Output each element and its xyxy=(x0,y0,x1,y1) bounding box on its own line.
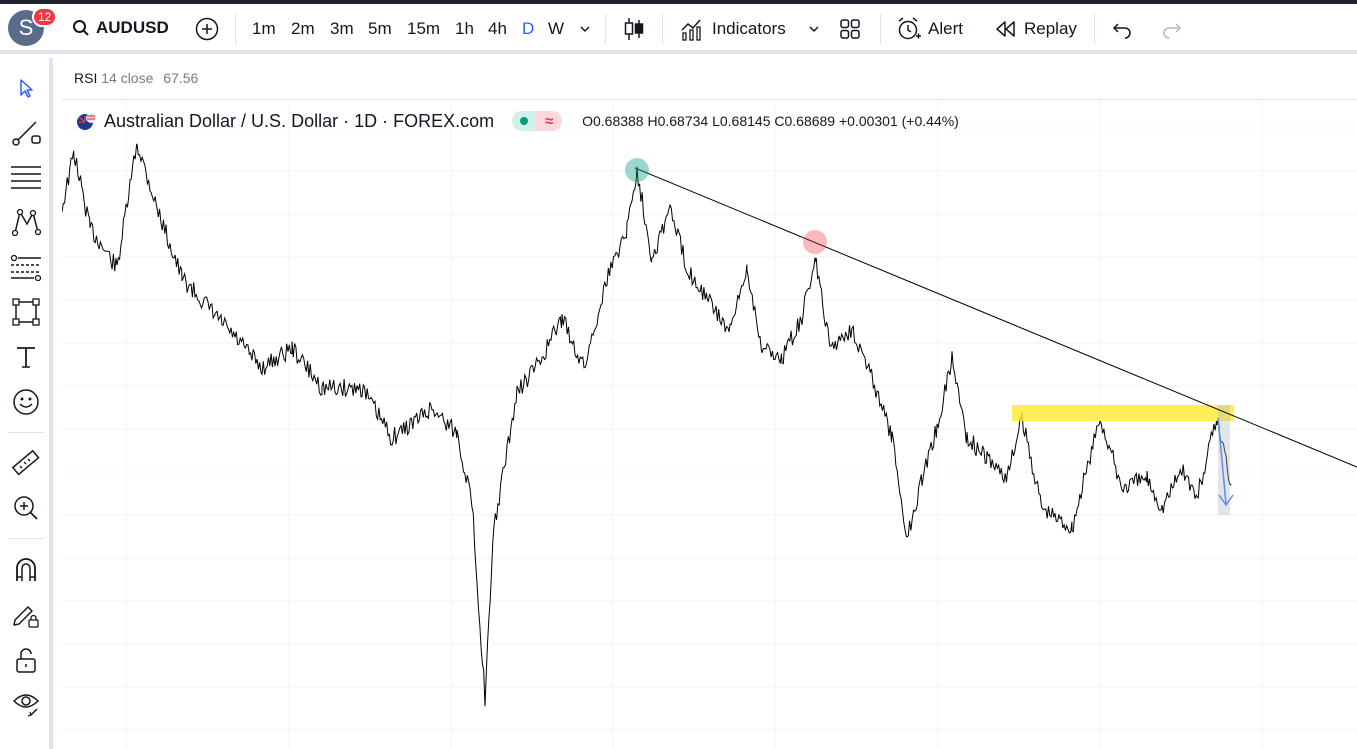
pane-separator[interactable] xyxy=(62,99,1357,100)
notification-badge[interactable]: 12 xyxy=(32,7,58,27)
grid xyxy=(62,100,1357,749)
eye-tool[interactable] xyxy=(10,688,42,720)
pattern-icon xyxy=(11,208,41,237)
redo-icon xyxy=(1163,23,1182,39)
toolbar-divider xyxy=(605,14,606,44)
rectangle-icon xyxy=(12,298,40,326)
aud-usd-flag-icon xyxy=(76,111,98,131)
alert-label: Alert xyxy=(928,19,963,38)
tool-divider xyxy=(8,432,44,433)
rectangle-tool[interactable] xyxy=(10,296,42,328)
magnet-tool[interactable] xyxy=(10,554,42,586)
toolbar-divider xyxy=(662,14,663,44)
indicators-button[interactable]: Indicators xyxy=(680,16,786,42)
chevron-down-icon xyxy=(809,26,819,33)
series-legend[interactable]: Australian Dollar / U.S. Dollar · 1D · F… xyxy=(76,110,959,132)
undo-icon xyxy=(1112,23,1131,39)
toolbar-divider xyxy=(235,14,236,44)
avatar-letter: S xyxy=(18,15,34,40)
horizontal-lines-icon xyxy=(11,166,41,189)
projection-arrow[interactable] xyxy=(1217,417,1227,505)
rsi-value: 67.56 xyxy=(163,70,199,86)
replay-label: Replay xyxy=(1024,19,1077,38)
drawing-toolbar xyxy=(0,58,53,749)
cursor-icon xyxy=(20,79,33,98)
delayed-data-icon: ≈ xyxy=(536,111,563,131)
magnet-icon xyxy=(16,558,36,581)
trend-line-icon xyxy=(12,121,41,146)
interval-w[interactable]: W xyxy=(548,19,565,38)
interval-5m[interactable]: 5m xyxy=(368,19,392,38)
projection-arrow-head xyxy=(1218,494,1234,507)
price-series xyxy=(62,143,1232,707)
rewind-icon xyxy=(996,21,1015,37)
rsi-name: RSI xyxy=(74,70,98,86)
text-icon xyxy=(17,347,35,368)
trend-line[interactable] xyxy=(634,167,1357,468)
interval-3m[interactable]: 3m xyxy=(330,19,354,38)
emoji-tool[interactable] xyxy=(10,386,42,418)
redo-button[interactable] xyxy=(1160,16,1182,42)
chart-pane[interactable]: RSI 14 close 67.56 Australian Dollar / U… xyxy=(62,58,1357,749)
resistance-zone[interactable] xyxy=(1012,405,1234,421)
price-plot[interactable] xyxy=(62,58,1357,749)
tool-divider xyxy=(8,538,44,539)
top-stripe xyxy=(0,0,1357,4)
toolbar-divider xyxy=(1094,14,1095,44)
market-open-icon xyxy=(512,111,537,131)
candlestick-icon xyxy=(624,18,644,40)
plus-circle-icon xyxy=(195,17,219,41)
interval-2m[interactable]: 2m xyxy=(291,19,315,38)
interval-1h[interactable]: 1h xyxy=(455,19,474,38)
market-status-pill[interactable]: ≈ xyxy=(512,111,563,131)
zoom-in-tool[interactable] xyxy=(10,492,42,524)
rsi-params: 14 close xyxy=(101,70,154,86)
ohlc-values: O0.68388 H0.68734 L0.68145 C0.68689 +0.0… xyxy=(582,113,959,129)
ruler-tool[interactable] xyxy=(10,447,42,479)
indicators-icon xyxy=(681,19,701,41)
interval-d-active[interactable]: D xyxy=(522,19,535,38)
lock-drawing-tool[interactable] xyxy=(10,599,42,631)
trend-anchor-red[interactable] xyxy=(803,230,827,254)
symbol-name: AUDUSD xyxy=(96,18,169,37)
projection-box[interactable] xyxy=(1218,405,1230,515)
top-toolbar: S 12 AUDUSD 1m 2m 3m 5m 15m 1h 4h D W In… xyxy=(0,4,1357,54)
cursor-tool[interactable] xyxy=(10,72,42,104)
trend-anchor-green[interactable] xyxy=(625,158,649,182)
series-title: Australian Dollar / U.S. Dollar · 1D · F… xyxy=(104,110,495,131)
interval-15m[interactable]: 15m xyxy=(407,19,441,38)
lock-drawing-icon xyxy=(13,606,39,628)
intervals-dropdown[interactable] xyxy=(578,16,592,42)
text-tool[interactable] xyxy=(10,341,42,373)
replay-button[interactable]: Replay xyxy=(994,16,1077,42)
emoji-icon xyxy=(13,389,39,415)
eye-icon xyxy=(12,694,40,717)
symbol-search[interactable]: AUDUSD xyxy=(72,18,169,38)
toolbar-divider xyxy=(880,14,881,44)
add-symbol-button[interactable] xyxy=(194,16,220,42)
rsi-legend[interactable]: RSI 14 close 67.56 xyxy=(74,70,198,86)
pattern-tool[interactable] xyxy=(10,206,42,238)
layout-button[interactable] xyxy=(838,16,862,42)
fib-tool[interactable] xyxy=(10,251,42,283)
interval-1m[interactable]: 1m xyxy=(252,19,276,38)
undo-button[interactable] xyxy=(1112,16,1134,42)
unlock-icon xyxy=(16,648,36,673)
trend-line-tool[interactable] xyxy=(10,116,42,148)
ruler-icon xyxy=(11,449,40,476)
chevron-down-icon xyxy=(580,26,590,33)
indicators-dropdown[interactable] xyxy=(807,16,821,42)
zoom-in-icon xyxy=(14,496,38,520)
chart-type-button[interactable] xyxy=(622,16,646,42)
search-icon xyxy=(73,20,89,36)
horizontal-lines-tool[interactable] xyxy=(10,161,42,193)
alert-button[interactable]: Alert xyxy=(896,16,963,42)
interval-4h[interactable]: 4h xyxy=(488,19,507,38)
alarm-clock-icon xyxy=(898,17,921,40)
layout-grid-icon xyxy=(840,19,860,39)
unlock-tool[interactable] xyxy=(10,644,42,676)
indicators-label: Indicators xyxy=(712,19,786,38)
fib-icon xyxy=(10,254,42,281)
